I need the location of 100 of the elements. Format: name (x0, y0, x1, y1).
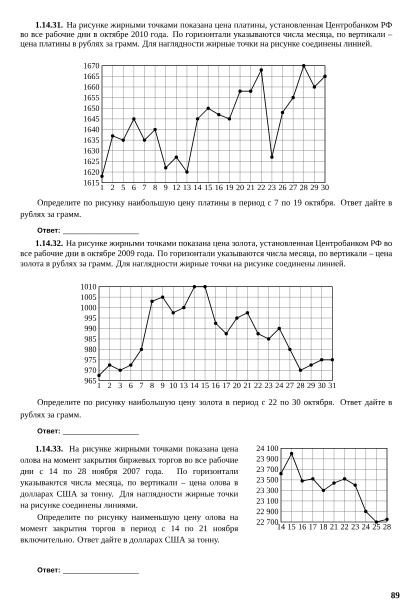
x-tick-label: 18 (320, 524, 328, 530)
x-tick-label: 6 (129, 382, 133, 388)
point (228, 117, 232, 121)
point (224, 332, 228, 336)
y-tick-label: 22 900 (256, 508, 278, 514)
point (302, 64, 306, 68)
x-tick-label: 23 (352, 524, 359, 530)
y-tick-label: 23 700 (256, 466, 278, 472)
x-tick-label: 22 (340, 524, 348, 530)
y-tick-label: 1660 (84, 84, 100, 90)
x-tick-label: 10 (170, 382, 177, 388)
y-tick-label: 23 100 (256, 498, 278, 504)
point (196, 117, 200, 121)
x-tick-label: 24 (362, 524, 370, 530)
point (174, 155, 178, 159)
point (267, 337, 270, 341)
point (235, 316, 239, 320)
x-tick-label: 27 (286, 382, 294, 388)
chart-title: 1.14.32. На рисунке жирными точками показана цена золота, установленная Центробанком РФ во все рабочие дни в октябре 2009 года. По горизонтали указываются числа месяца, по вертикали – цена золота в рублях за грамм. Для наглядности жирные точки на рисунке соединены линией. (20, 240, 392, 268)
y-tick-label: 975 (84, 357, 96, 363)
x-tick-label: 17 (309, 524, 317, 530)
y-tick-label: 970 (84, 368, 96, 373)
x-tick-label: 19 (226, 184, 234, 190)
y-tick-label: 1005 (81, 294, 96, 300)
y-tick-label: 1670 (84, 62, 100, 68)
x-tick-label: 16 (212, 382, 220, 388)
x-tick-label: 6 (132, 184, 136, 190)
x-tick-label: 23 (265, 382, 272, 388)
x-tick-label: 15 (204, 184, 212, 190)
y-tick-label: 1650 (84, 106, 100, 111)
x-tick-label: 16 (298, 524, 306, 530)
point (256, 332, 260, 336)
x-tick-label: 2 (108, 382, 112, 388)
y-tick-label: 1635 (84, 137, 100, 143)
y-tick-label: 1645 (84, 116, 100, 122)
y-tick-label: 965 (84, 378, 96, 384)
point (354, 483, 357, 487)
x-tick-label: 13 (184, 184, 191, 190)
point (322, 488, 326, 492)
point (288, 348, 292, 352)
point (291, 96, 295, 100)
point (300, 479, 304, 483)
x-tick-label: 30 (318, 382, 326, 388)
x-tick-label: 15 (202, 382, 209, 388)
point (248, 90, 252, 93)
point (278, 326, 281, 330)
x-tick-label: 14 (194, 184, 202, 190)
point (132, 117, 136, 121)
y-tick-label: 23 900 (256, 456, 278, 462)
point (332, 481, 336, 485)
x-tick-label: 28 (383, 524, 391, 530)
x-tick-label: 2 (110, 184, 114, 190)
point (290, 452, 294, 456)
y-tick-label: 1630 (84, 148, 100, 154)
x-tick-label: 24 (276, 382, 284, 388)
x-tick-label: 9 (160, 382, 164, 388)
point (385, 518, 389, 522)
x-tick-label: 14 (278, 524, 285, 530)
x-tick-label: 16 (215, 184, 223, 190)
y-tick-label: 1665 (84, 74, 100, 80)
point (182, 306, 186, 310)
y-tick-label: 1010 (81, 284, 96, 290)
point (298, 368, 302, 372)
point (374, 520, 378, 524)
point (110, 134, 114, 138)
point (160, 295, 164, 299)
y-tick-label: 990 (84, 326, 96, 332)
x-tick-label: 22 (254, 382, 262, 388)
y-tick-label: 1615 (84, 180, 100, 186)
point (323, 74, 327, 78)
point (100, 174, 104, 178)
x-tick-label: 14 (191, 382, 198, 388)
point (214, 322, 218, 325)
y-tick-label: 1625 (84, 158, 100, 164)
x-tick-label: 25 (372, 524, 380, 530)
x-tick-label: 7 (140, 382, 144, 388)
y-tick-label: 1640 (84, 126, 100, 132)
x-tick-label: 7 (142, 184, 146, 190)
x-tick-label: 3 (118, 382, 122, 388)
point (118, 368, 122, 372)
y-tick-label: 1655 (84, 94, 100, 100)
y-tick-label: 22 700 (256, 519, 278, 525)
point (97, 374, 101, 378)
x-tick-label: 22 (258, 184, 265, 190)
point (312, 85, 316, 89)
x-tick-label: 31 (328, 382, 336, 388)
point (320, 358, 324, 362)
y-tick-label: 980 (84, 346, 96, 352)
x-tick-label: 9 (164, 184, 168, 190)
text: 89 (391, 592, 400, 598)
y-tick-label: 23 500 (256, 477, 278, 483)
x-tick-label: 8 (150, 382, 154, 388)
x-tick-label: 23 (268, 184, 276, 190)
y-tick-label: 1620 (84, 169, 100, 175)
point (192, 285, 196, 288)
x-tick-label: 21 (246, 184, 254, 190)
point (311, 477, 314, 480)
text: Определите по рисунку наибольшую цену платины в период с 7 по 19 октября. Ответ дайте в рублях за грамм. (20, 199, 392, 219)
y-tick-label: 23 300 (256, 488, 278, 494)
text: 1.14.33. На рисунке жирными точками показана цена олова на момент закрытия биржевых торгов во все рабочие дни с 14 по 28 ноября 2007 года. По горизонтали указываются числа месяца, по вертикали – цена олова в долларах США за тонну. Для наглядности жирные точки на рисунке соединены линиями. (20, 446, 238, 510)
